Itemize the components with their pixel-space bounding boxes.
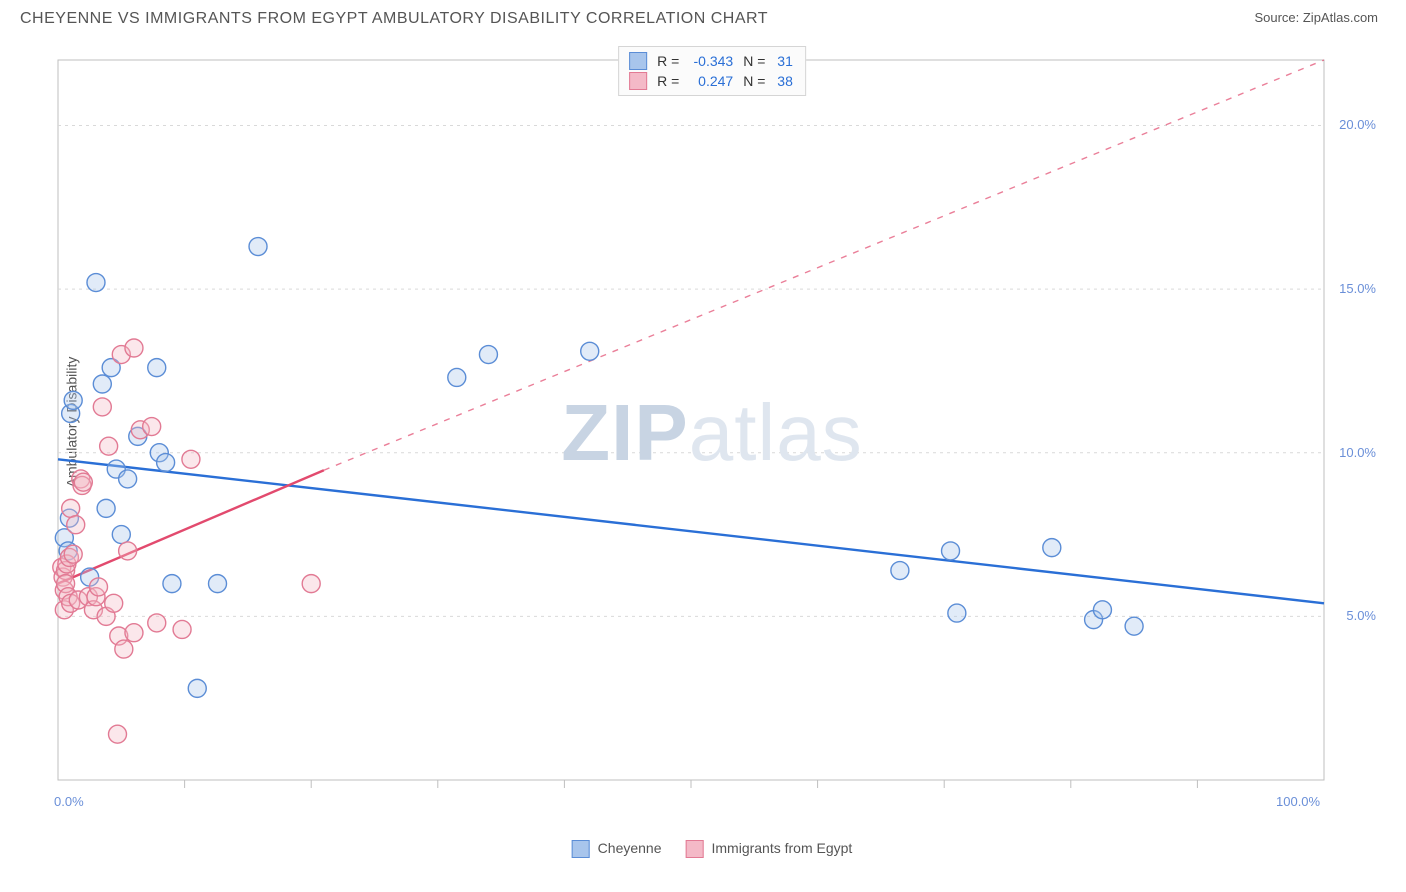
chart-container: Ambulatory Disability ZIPatlas R = -0.34… <box>46 44 1378 854</box>
correlation-row: R = 0.247N = 38 <box>629 71 793 91</box>
y-tick-label: 20.0% <box>1339 117 1376 132</box>
correlation-row: R = -0.343N = 31 <box>629 51 793 71</box>
legend-item: Cheyenne <box>572 840 662 858</box>
correlation-legend: R = -0.343N = 31R = 0.247N = 38 <box>618 46 806 96</box>
x-tick-label: 100.0% <box>1276 794 1320 809</box>
y-tick-label: 15.0% <box>1339 281 1376 296</box>
y-tick-label: 5.0% <box>1346 608 1376 623</box>
source-label: Source: ZipAtlas.com <box>1254 10 1378 25</box>
series-legend: Cheyenne Immigrants from Egypt <box>572 840 853 858</box>
scatter-plot <box>46 44 1366 824</box>
y-tick-label: 10.0% <box>1339 445 1376 460</box>
chart-title: CHEYENNE VS IMMIGRANTS FROM EGYPT AMBULA… <box>20 10 768 28</box>
legend-item: Immigrants from Egypt <box>686 840 853 858</box>
x-tick-label: 0.0% <box>54 794 84 809</box>
